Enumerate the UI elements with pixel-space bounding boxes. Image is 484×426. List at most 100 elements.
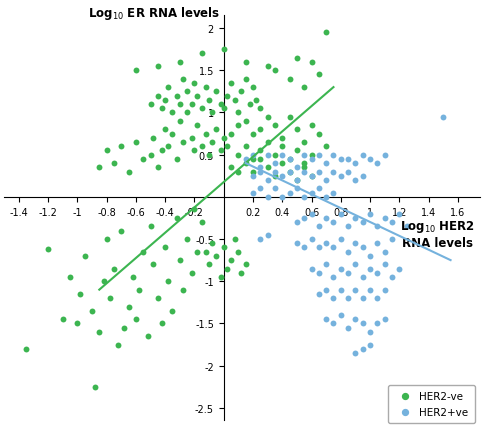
Point (183, 110, 191, 117)
Point (293, 186, 301, 193)
Point (44, 246, 52, 253)
Point (176, 257, 183, 264)
Point (271, 173, 279, 180)
Point (205, 152, 213, 158)
Point (366, 329, 374, 336)
Point (88, 308, 96, 314)
Point (351, 287, 359, 294)
Point (286, 169, 293, 176)
Point (366, 265, 374, 272)
Point (249, 169, 257, 176)
Point (249, 131, 257, 138)
Point (315, 270, 323, 276)
Point (154, 93, 162, 100)
Point (198, 144, 206, 150)
Point (220, 46, 227, 53)
Point (315, 152, 323, 158)
Point (212, 127, 220, 133)
Point (242, 144, 250, 150)
Point (330, 169, 337, 176)
Point (234, 122, 242, 129)
Point (322, 144, 330, 150)
Point (191, 207, 198, 213)
Point (381, 152, 389, 158)
Point (176, 101, 183, 108)
Point (381, 261, 389, 268)
Point (374, 160, 381, 167)
Point (374, 223, 381, 230)
Point (271, 152, 279, 158)
Text: Log$_{10}$ HER2
RNA levels: Log$_{10}$ HER2 RNA levels (400, 219, 475, 249)
Point (249, 190, 257, 196)
Point (257, 186, 264, 193)
Point (208, 110, 216, 117)
Point (217, 148, 225, 155)
Point (359, 345, 366, 352)
Point (351, 160, 359, 167)
Point (173, 156, 181, 163)
Point (366, 287, 374, 294)
Point (286, 169, 293, 176)
Point (366, 253, 374, 260)
Point (315, 245, 323, 251)
Point (231, 236, 239, 243)
Point (344, 156, 352, 163)
Point (249, 173, 257, 180)
Point (198, 51, 206, 58)
Point (308, 122, 316, 129)
Point (237, 270, 245, 276)
Point (91, 383, 99, 390)
Point (278, 152, 286, 158)
Point (278, 160, 286, 167)
Point (344, 249, 352, 256)
Point (249, 156, 257, 163)
Point (194, 249, 201, 256)
Point (66, 274, 74, 281)
Point (337, 156, 345, 163)
Point (315, 131, 323, 138)
Point (271, 169, 279, 176)
Point (278, 173, 286, 180)
Point (264, 152, 272, 158)
Point (154, 295, 162, 302)
Point (110, 265, 118, 272)
Legend: HER2-ve, HER2+ve: HER2-ve, HER2+ve (388, 385, 475, 423)
Point (264, 63, 272, 70)
Point (179, 139, 187, 146)
Point (194, 122, 201, 129)
Point (252, 97, 260, 104)
Point (202, 131, 210, 138)
Point (344, 223, 352, 230)
Point (381, 287, 389, 294)
Point (168, 131, 176, 138)
Point (301, 152, 308, 158)
Point (337, 287, 345, 294)
Point (135, 287, 143, 294)
Point (158, 320, 166, 327)
Point (344, 169, 352, 176)
Point (366, 211, 374, 218)
Point (110, 160, 118, 167)
Point (366, 341, 374, 348)
Point (439, 114, 447, 121)
Point (144, 333, 151, 340)
Point (264, 232, 272, 239)
Point (322, 287, 330, 294)
Point (234, 152, 242, 158)
Point (188, 270, 196, 276)
Point (359, 219, 366, 226)
Point (257, 127, 264, 133)
Point (322, 240, 330, 247)
Point (188, 101, 196, 108)
Point (359, 274, 366, 281)
Point (359, 320, 366, 327)
Point (278, 135, 286, 142)
Point (374, 240, 381, 247)
Point (293, 148, 301, 155)
Point (129, 274, 137, 281)
Point (76, 291, 84, 298)
Point (125, 169, 133, 176)
Point (132, 68, 140, 75)
Point (315, 223, 323, 230)
Point (308, 59, 316, 66)
